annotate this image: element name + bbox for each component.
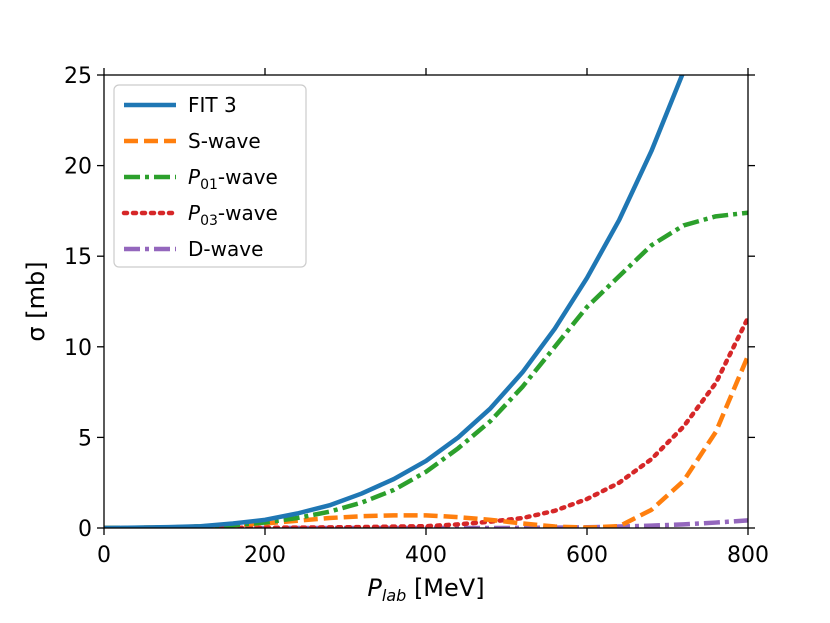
- x-tick-label: 400: [405, 543, 447, 568]
- series-line-fit-3: [104, 75, 685, 528]
- x-tick-label: 200: [244, 543, 286, 568]
- ticks-layer: 0 200 400 600 800 0 5 10 15 20 25: [64, 64, 769, 568]
- x-tick-label: 800: [727, 543, 769, 568]
- series-line-p01-wave: [104, 210, 748, 528]
- y-tick-label: 25: [64, 64, 92, 89]
- y-tick-label: 20: [64, 155, 92, 180]
- legend-label: FIT 3: [188, 93, 237, 117]
- x-label-subscript: lab: [382, 586, 406, 605]
- legend-box: [113, 84, 307, 268]
- series-line-p03-wave: [104, 315, 748, 528]
- y-tick-label: 5: [78, 426, 92, 451]
- x-label-unit: [MeV]: [406, 574, 484, 602]
- x-label-main: P: [367, 574, 382, 602]
- y-axis-label: σ [mb]: [22, 261, 50, 341]
- x-tick-label: 600: [566, 543, 608, 568]
- legend-label: P03-wave: [188, 201, 278, 229]
- series-line-s-wave: [104, 354, 748, 528]
- x-axis-label: Plab [MeV]: [367, 574, 484, 605]
- y-tick-label: 10: [64, 336, 92, 361]
- x-tick-label: 0: [97, 543, 111, 568]
- legend: FIT 3 S-wave P01-wave P03-wave D-wave: [113, 84, 307, 268]
- y-tick-label: 0: [78, 517, 92, 542]
- legend-label: S-wave: [188, 129, 261, 153]
- y-tick-label: 15: [64, 245, 92, 270]
- legend-label: P01-wave: [188, 165, 278, 193]
- legend-label: D-wave: [188, 237, 263, 261]
